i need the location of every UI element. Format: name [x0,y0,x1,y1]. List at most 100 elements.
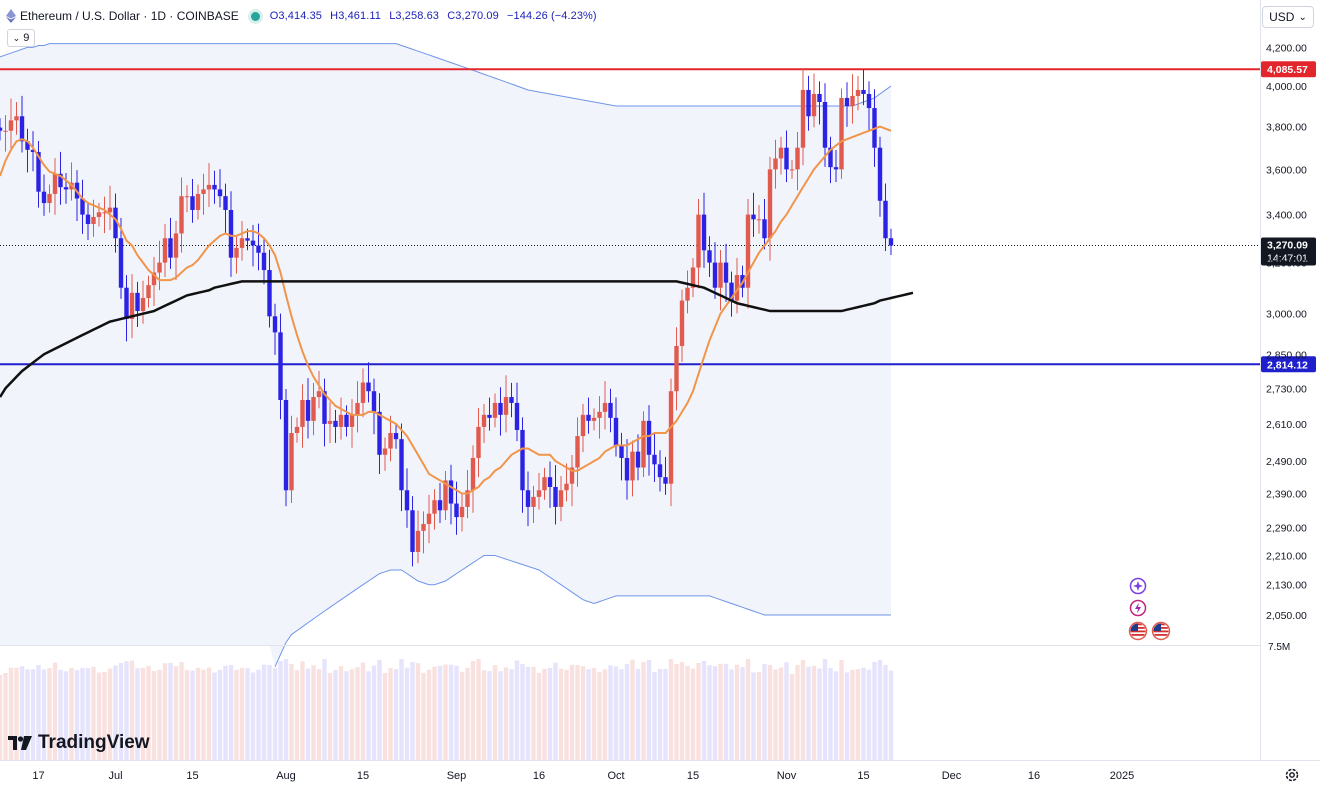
symbol-title[interactable]: Ethereum / U.S. Dollar · 1D · COINBASE [20,9,239,23]
volume-bar [806,666,811,760]
candle-body [25,141,30,150]
volume-bar [448,664,454,760]
event-star-icon[interactable] [1129,577,1147,595]
candle-body [883,200,888,239]
candle-body [223,196,228,210]
time-tick-label: 16 [533,770,545,782]
candle-body [432,500,437,514]
volume-bar [201,669,206,760]
candle-body [701,214,707,251]
price-tick-label: 3,800.00 [1266,122,1307,134]
event-lightning-icon[interactable] [1129,599,1147,617]
candle-body [525,490,531,507]
candle-body [553,486,558,507]
candle-body [580,414,586,437]
candle-body [778,147,784,159]
low-value: L3,258.63 [389,10,440,22]
candle-body [85,214,91,224]
candle-body [261,252,267,271]
volume-bar [162,663,168,760]
volume-bar [679,662,685,760]
candle-body [355,402,360,415]
volume-bar [481,670,487,760]
volume-bar [789,674,795,760]
volume-bar [58,669,63,760]
volume-bar [778,667,784,760]
us-flag-icon[interactable] [1151,621,1171,641]
candle-body [96,212,102,217]
volume-bar [723,663,729,760]
price-tick-label: 4,200.00 [1266,42,1307,54]
time-tick-label: Aug [276,770,296,782]
candle-body [817,93,822,102]
volume-bar [657,668,663,760]
time-tick-label: Sep [447,770,467,782]
volume-bar [707,665,712,760]
volume-bar [261,664,267,760]
candle-body [289,433,294,491]
volume-bar [404,667,410,760]
candle-body [630,451,635,481]
time-axis: 17 Jul 15 Aug 15 Sep 16 Oct 15 Nov 15 Dec 16 2025 [0,760,1320,782]
candle-body [52,173,58,194]
volume-bar [828,667,833,760]
candle-body [245,238,250,241]
moving-averages [0,125,914,495]
candle-body [294,426,300,434]
currency-select[interactable]: USD ⌄ [1262,6,1314,28]
candle-body [602,402,608,412]
volume-bar [168,662,173,760]
candle-body [635,451,641,468]
candle-body [547,477,553,487]
candle-body [729,282,734,301]
volume-bar [333,670,338,760]
candle-body [80,198,85,215]
candle-body [668,391,674,484]
candle-body [498,402,503,415]
candle-body [844,97,850,107]
candle-body [861,89,866,94]
volume-bar [437,665,443,760]
candle-body [118,238,124,288]
volume-bar [102,672,107,760]
indicator-count: 9 [23,32,30,44]
candle-body [41,191,47,204]
tradingview-logo[interactable]: TradingView [8,732,150,754]
us-flag-icon[interactable] [1128,621,1148,641]
candle-body [795,147,800,170]
volume-bar [861,667,866,760]
volume-bar [421,672,426,760]
volume-bar [696,663,701,760]
volume-bar [553,662,558,760]
volume-bar [487,671,492,760]
ethereum-icon [6,9,16,23]
volume-bar [0,675,3,760]
candle-body [536,490,542,497]
volume-bar [850,669,855,760]
candle-body [696,214,701,268]
volume-bar [30,669,36,760]
candle-body [608,402,613,418]
candle-body [140,297,146,312]
candle-body [613,417,619,446]
candle-body [421,523,426,531]
time-tick-label: Jul [108,770,122,782]
candle-body [415,530,421,552]
sma-fast-line [0,125,892,495]
ohlc-values: O3,414.35 H3,461.11 L3,258.63 C3,270.09 … [270,10,602,22]
volume-bar [630,659,635,760]
time-tick-label: 15 [687,770,699,782]
indicators-toggle-button[interactable]: ⌄ 9 [7,29,35,47]
volume-bar [690,668,696,760]
candle-body [619,445,624,458]
volume-bar [382,673,388,760]
candle-body [657,464,663,478]
volume-bar [756,672,762,760]
candle-body [569,467,575,484]
gear-icon[interactable] [1283,766,1301,784]
volume-bar [80,667,85,760]
volume-bar [531,666,536,760]
candle-body [822,101,828,148]
time-tick-label: 2025 [1110,770,1134,782]
